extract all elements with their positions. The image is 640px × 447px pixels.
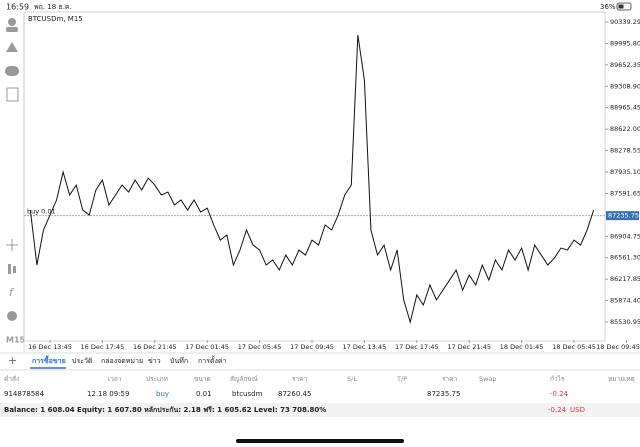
cell-volume: 0.01 [196,390,212,398]
y-tick-label: 89995.80 [610,39,640,47]
battery-icon [616,2,632,11]
y-tick-label: 87935.10 [610,168,640,176]
battery-fill [618,4,624,9]
cell-order: 914878584 [4,390,45,398]
y-tick-label: 86217.85 [610,275,640,283]
tab[interactable]: ข่าว [148,357,161,365]
date: พฤ. 18 ธ.ค. [34,3,72,11]
cell-symbol: btcusdm [232,390,263,398]
tab[interactable]: การตั้งค่า [198,354,227,365]
x-tick-label: 18 Dec 09:45 [596,343,640,351]
objects-icon[interactable] [7,311,17,321]
candles-icon-2 [13,266,16,273]
column-header: T/P [396,375,407,383]
column-header: คำสั่ง [4,374,19,383]
trade-icon[interactable] [6,42,18,52]
price-line-label: buy 0.01 [27,208,56,216]
clock: 16:59 [6,3,29,12]
y-tick-label: 88965.45 [610,104,640,112]
y-tick-label: 86904.75 [610,232,640,240]
x-tick-label: 16 Dec 13:45 [28,343,72,351]
chart-layer: 90339.29 89995.80 89652.35 89308.90 88965.45… [24,18,640,351]
x-tick-label: 17 Dec 09:45 [290,343,334,351]
account-icon[interactable] [8,18,16,26]
column-header: Swap [479,375,497,383]
y-tick-label: 90339.29 [610,18,640,26]
candles-icon[interactable] [8,264,11,274]
positions-table: คำสั่ง เวลา ประเภท ขนาด สัญลักษณ์ ราคา S/L T/P ร… [4,374,635,398]
x-tick-label: 17 Dec 17:45 [395,343,439,351]
price-tag-label: 87235.75 [608,212,639,220]
currency: USD [570,406,585,414]
total-profit: -0.24 [548,406,567,414]
summary-bar [0,403,640,417]
cell-open-price: 87260.45 [278,390,311,398]
chat-icon[interactable] [5,66,19,76]
x-tick-label: 17 Dec 05:45 [238,343,282,351]
column-header: สัญลักษณ์ [230,375,258,383]
x-tick-label: 17 Dec 01:45 [185,343,229,351]
y-tick-label: 88622.00 [610,125,640,133]
column-header: ราคา [442,375,457,383]
chart-frame [23,11,606,342]
tab[interactable]: กล่องจดหมาย [101,357,143,365]
y-tick-label: 85530.95 [610,318,640,326]
crosshair-icon[interactable] [6,239,18,251]
y-tick-label: 85874.40 [610,297,640,305]
new-order-icon[interactable] [6,87,19,102]
price-line-series [29,34,595,324]
timeframe-button[interactable]: M15 [6,336,26,345]
column-header: ประเภท [146,375,168,383]
column-header: หมายเหตุ [608,375,635,383]
x-tick-label: 16 Dec 21:45 [133,343,177,351]
sidebar: f [5,18,19,321]
column-header: เวลา [108,375,122,383]
x-tick-label: 17 Dec 21:45 [447,343,491,351]
y-tick-label: 88278.55 [610,147,640,155]
account-summary: Balance: 1 608.04 Equity: 1 607.80 หลักป… [4,406,326,414]
home-indicator [236,439,404,443]
column-header: S/L [347,375,357,383]
column-header: ขนาด [194,375,211,383]
x-tick-label: 18 Dec 05:45 [552,343,596,351]
tabs: การซื้อขาย ประวัติ กล่องจดหมาย ข่าว บันทึก กา… [30,354,227,369]
cell-price: 87235.75 [427,390,460,398]
tab[interactable]: ประวัติ [72,357,93,365]
y-tick-label: 89652.35 [610,61,640,69]
x-tick-label: 18 Dec 01:45 [500,343,544,351]
add-button[interactable]: + [8,354,17,367]
account-icon-body [6,27,18,32]
x-tick-label: 17 Dec 13:45 [343,343,387,351]
cell-type: buy [156,390,169,398]
chart-title: BTCUSDm, M15 [28,15,83,23]
column-header: ราคา [292,375,307,383]
y-tick-label: 87591.65 [610,189,640,197]
tab[interactable]: บันทึก [170,356,188,365]
y-tick-label: 86561.30 [610,254,640,262]
cell-profit: -0.24 [550,390,569,398]
column-header: กำไร [550,375,565,383]
x-tick-label: 16 Dec 17:45 [81,343,125,351]
cell-time: 12.18 09:59 [87,390,129,398]
tab[interactable]: การซื้อขาย [32,354,66,365]
price-tag [606,211,639,221]
indicator-icon[interactable]: f [9,286,15,299]
y-tick-label: 89308.90 [610,82,640,90]
battery-level: 36% [600,3,616,11]
